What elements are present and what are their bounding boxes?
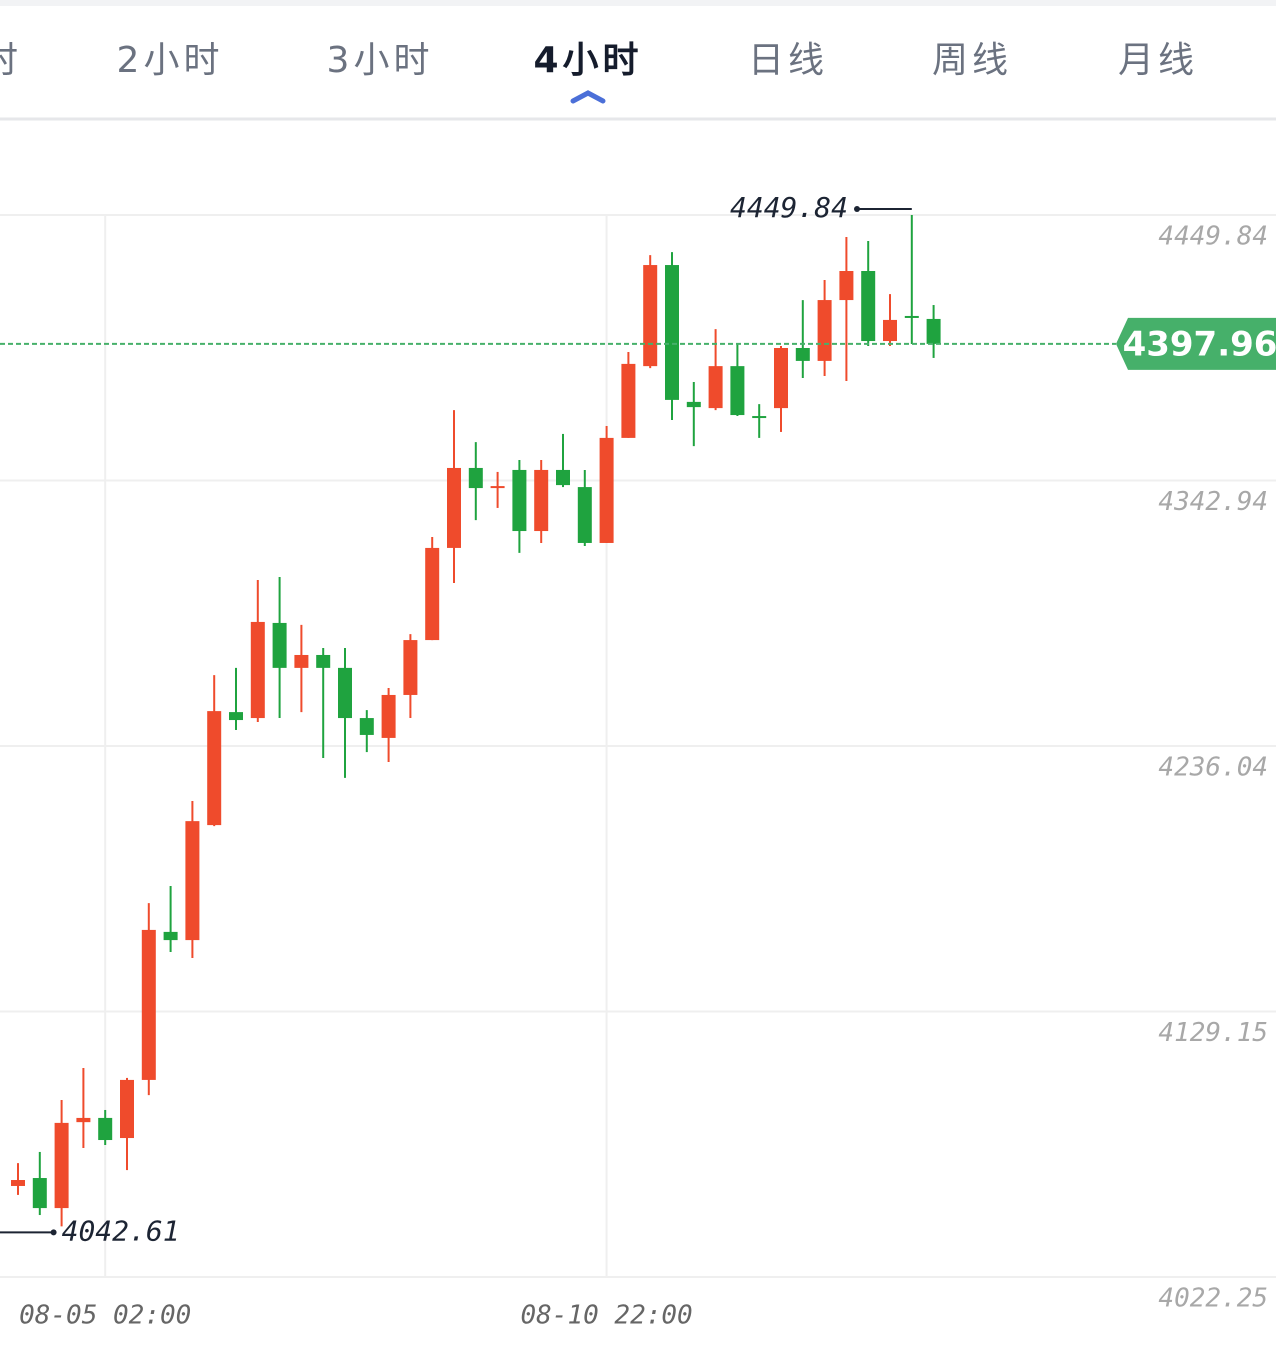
candle-body — [250, 621, 265, 719]
candle-body — [403, 640, 418, 695]
candle-body — [686, 401, 701, 408]
candle-body — [556, 469, 570, 486]
candle-body — [883, 319, 897, 342]
candle-body — [229, 712, 243, 721]
candle-body — [185, 821, 200, 941]
tab[interactable]: 4小时 — [533, 40, 642, 81]
tab[interactable]: 时 — [0, 40, 22, 81]
candle-body — [468, 467, 483, 489]
high-marker-dot — [854, 206, 860, 213]
candle-body — [207, 711, 222, 826]
candle-body — [534, 469, 549, 532]
candle-body — [76, 1117, 91, 1123]
candles — [11, 215, 941, 1227]
top-strip — [0, 0, 1276, 6]
candle-body — [163, 931, 178, 941]
tab[interactable]: 3小时 — [327, 40, 434, 81]
candle-body — [512, 469, 527, 532]
candle-body — [447, 467, 461, 548]
last-price-label: 4397.96 — [1123, 324, 1276, 364]
candle-body — [338, 667, 352, 719]
candle-body — [32, 1178, 47, 1209]
candle-body — [774, 347, 788, 409]
candle-body — [665, 265, 679, 400]
tab[interactable]: 日线 — [748, 40, 828, 81]
candle-body — [294, 654, 309, 668]
candle-body — [643, 265, 658, 367]
candle-body — [599, 437, 614, 543]
candle-body — [120, 1079, 134, 1139]
candle-body — [272, 622, 287, 668]
x-tick-label: 08-05 02:00 — [19, 1301, 191, 1331]
y-tick-label: 4236.04 — [1158, 753, 1268, 783]
candle-body — [795, 347, 810, 361]
tab-bar: 时 2小时 3小时 4小时 日线 周线 月线 — [0, 40, 1198, 104]
candle-body — [54, 1122, 69, 1209]
y-tick-label: 4022.25 — [1158, 1284, 1268, 1314]
candle-body — [926, 318, 941, 344]
candle-body — [381, 694, 396, 738]
low-marker-label: 4042.61 — [62, 1214, 180, 1247]
candle-body — [730, 366, 745, 416]
candle-body — [839, 271, 854, 301]
candle-body — [904, 315, 919, 318]
candle-body — [621, 363, 636, 438]
active-indicator — [570, 90, 606, 104]
labels: 4022.25 4129.15 4236.04 4342.94 4449.84 08-05… — [0, 191, 1276, 1331]
candle-body — [316, 654, 331, 668]
last-price-badge — [1116, 317, 1276, 370]
y-tick-label: 4342.94 — [1158, 487, 1268, 517]
candle-body — [141, 929, 156, 1080]
y-tick-label: 4449.84 — [1158, 222, 1268, 252]
candle-body — [11, 1180, 25, 1186]
candle-body — [425, 547, 440, 641]
candle-body — [490, 486, 505, 489]
x-tick-label: 08-10 22:00 — [521, 1301, 693, 1331]
grid — [0, 214, 1276, 1278]
tab[interactable]: 周线 — [932, 40, 1012, 81]
tab[interactable]: 月线 — [1118, 40, 1198, 81]
high-marker-label: 4449.84 — [730, 191, 848, 224]
candle-body — [817, 300, 832, 361]
candle-body — [752, 416, 767, 419]
y-tick-label: 4129.15 — [1158, 1018, 1268, 1048]
candle-body — [98, 1117, 113, 1141]
low-marker-dot — [50, 1229, 57, 1236]
candle-body — [359, 718, 374, 735]
candle-body — [708, 366, 723, 409]
candle-body — [577, 487, 592, 543]
candle-body — [861, 271, 876, 342]
tab[interactable]: 2小时 — [117, 40, 224, 81]
